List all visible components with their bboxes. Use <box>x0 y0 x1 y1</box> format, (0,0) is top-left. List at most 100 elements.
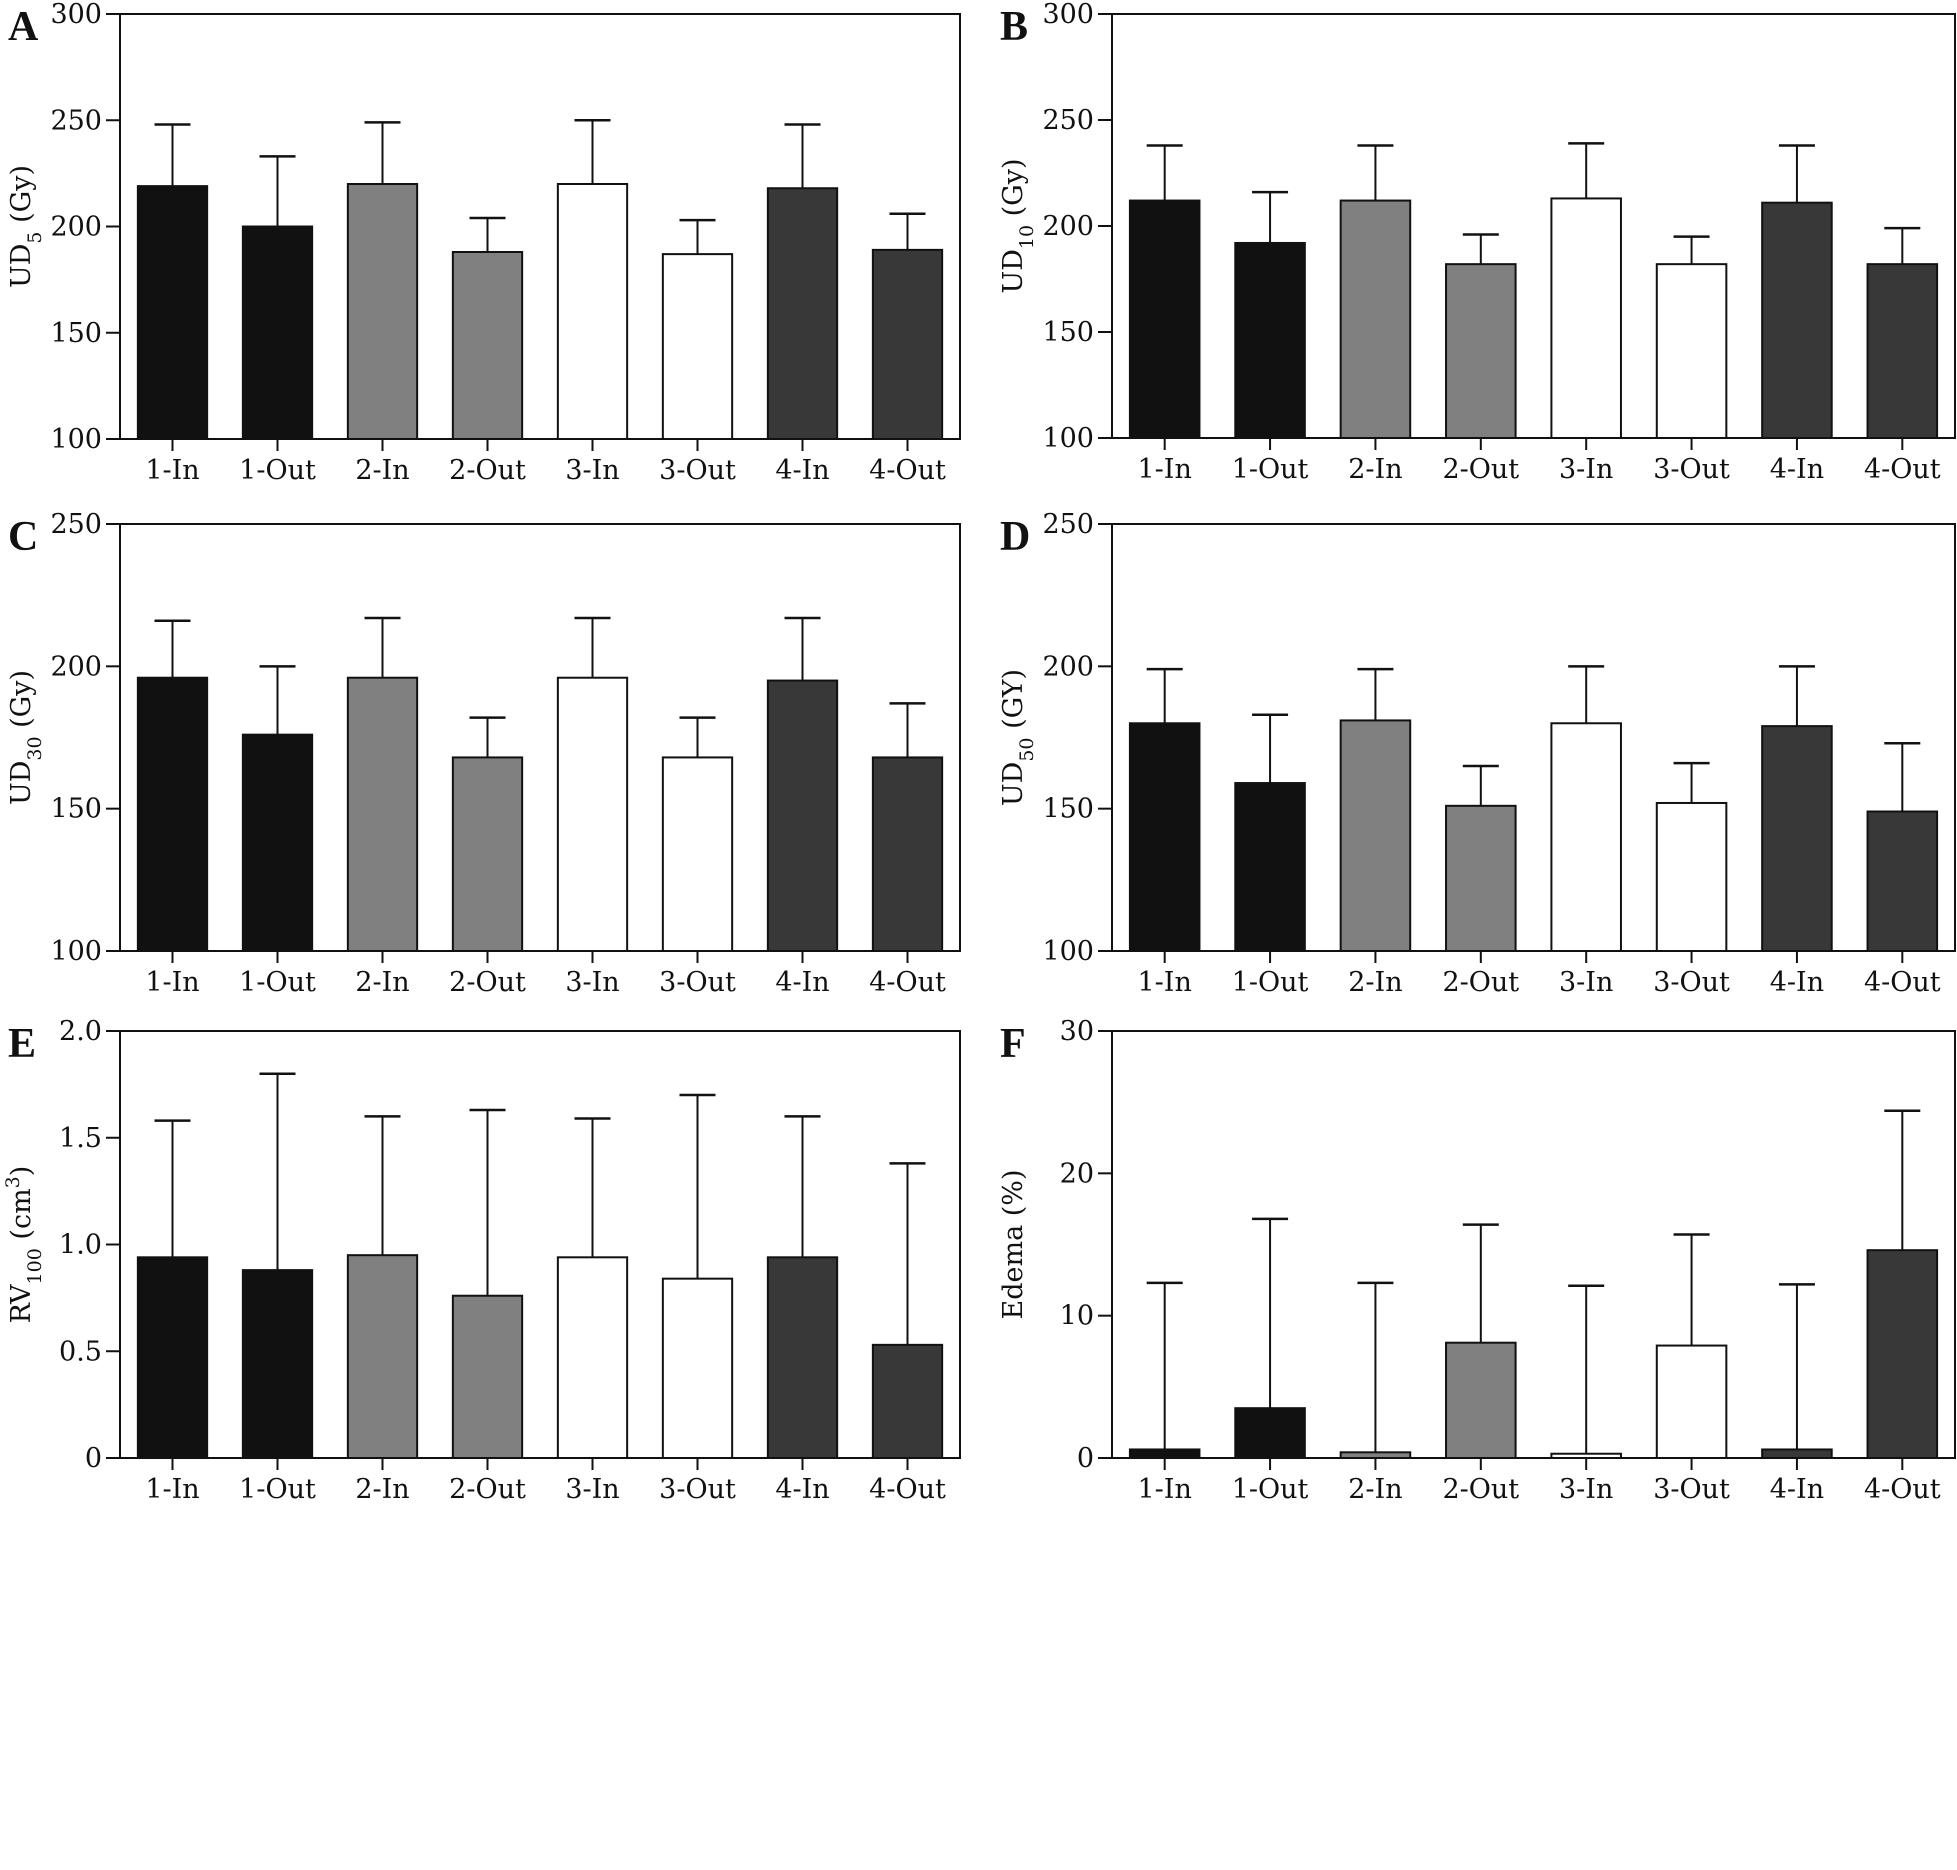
x-tick-label: 1-Out <box>1232 454 1309 485</box>
y-tick-label: 150 <box>50 794 102 825</box>
x-tick-label: 4-In <box>1770 454 1824 485</box>
x-tick-label: 2-Out <box>1442 1474 1519 1505</box>
x-tick-label: 2-Out <box>449 455 526 486</box>
x-tick-label: 1-In <box>145 1474 199 1505</box>
bar-4-out <box>1866 810 1939 952</box>
panel-letter: B <box>1000 4 1028 50</box>
bar-4-in <box>766 1256 839 1460</box>
panel-letter: A <box>8 4 39 50</box>
x-tick-label: 3-Out <box>1653 1474 1730 1505</box>
bar-2-in <box>346 1254 419 1460</box>
y-axis-title: UD10 (Gy) <box>998 158 1038 293</box>
y-axis-title: UD30 (Gy) <box>6 670 46 805</box>
x-tick-label: 3-Out <box>659 1474 736 1505</box>
bar-3-in <box>1550 197 1622 439</box>
bar-4-in <box>1761 725 1833 953</box>
plot-frame <box>1111 523 1956 952</box>
x-tick-label: 2-In <box>355 1474 409 1505</box>
y-axis-title: UD50 (GY) <box>998 669 1038 806</box>
x-tick-label: 3-In <box>1559 454 1613 485</box>
y-tick-label: 250 <box>50 105 102 136</box>
y-tick-label: 250 <box>1042 105 1094 136</box>
x-tick-label: 4-In <box>1770 967 1824 998</box>
x-tick-label: 3-Out <box>659 967 736 998</box>
bar-3-out <box>1655 1344 1728 1459</box>
bar-3-in <box>1550 1452 1622 1459</box>
bar-4-in <box>1761 1448 1833 1459</box>
bar-4-out <box>1866 263 1939 439</box>
x-tick-label: 1-In <box>1138 454 1192 485</box>
x-tick-label: 4-In <box>775 455 829 486</box>
panel-e: E 0 0.5 1.0 1.5 2.0 RV100 (cm3) 1-In 1-Out 2-In 2-… <box>2 1016 961 1505</box>
y-tick-label: 300 <box>1042 0 1094 30</box>
bar-2-in <box>346 676 419 952</box>
x-tick-label: 4-Out <box>869 967 946 998</box>
x-tick-label: 1-Out <box>1232 1474 1309 1505</box>
y-tick-label: 150 <box>1042 794 1094 825</box>
bar-3-out <box>1655 263 1728 439</box>
bar-1-in <box>136 1256 209 1460</box>
bar-4-out <box>871 756 944 953</box>
panel-letter: D <box>1000 514 1030 560</box>
bar-3-in <box>556 1256 629 1460</box>
bar-3-in <box>1550 722 1622 952</box>
y-tick-label: 150 <box>1042 317 1094 348</box>
y-tick-label: 100 <box>1042 423 1094 454</box>
x-tick-label: 2-Out <box>1442 454 1519 485</box>
x-tick-label: 3-In <box>565 1474 619 1505</box>
panel-b: B 100 150 200 250 300 UD10 (Gy) 1-In 1-Out 2-In 2-… <box>998 0 1956 485</box>
plot-frame <box>1111 1030 1956 1459</box>
bar-2-out <box>451 1294 524 1459</box>
panel-letter: C <box>8 514 38 560</box>
x-tick-label: 4-In <box>775 967 829 998</box>
y-tick-label: 200 <box>50 651 102 682</box>
bar-1-out <box>241 225 314 440</box>
panel-a: A 100 150 200 250 300 UD5 (Gy) 1-In 1-Out 2-In 2-O… <box>6 0 961 486</box>
bar-3-out <box>1655 801 1728 952</box>
y-tick-label: 2.0 <box>59 1016 102 1047</box>
y-axis-title: Edema (%) <box>998 1170 1029 1320</box>
x-tick-label: 2-Out <box>449 1474 526 1505</box>
bar-1-out <box>1234 241 1306 439</box>
y-axis-title: RV100 (cm3) <box>2 1166 46 1324</box>
x-tick-label: 2-Out <box>449 967 526 998</box>
bar-2-in <box>346 183 419 440</box>
bar-1-out <box>241 1269 314 1459</box>
x-tick-label: 3-In <box>565 967 619 998</box>
x-tick-label: 4-Out <box>869 455 946 486</box>
bar-1-in <box>1128 199 1201 439</box>
x-tick-label: 4-Out <box>1864 1474 1941 1505</box>
y-tick-label: 0.5 <box>59 1336 102 1367</box>
x-tick-label: 1-Out <box>239 1474 316 1505</box>
bar-2-out <box>1445 804 1517 952</box>
bar-2-out <box>1445 1341 1517 1459</box>
panel-f: F 0 10 20 30 Edema (%) 1-In 1-Out 2-In 2-Out 3-In 3… <box>998 1016 1956 1505</box>
y-tick-label: 200 <box>50 212 102 243</box>
bar-1-in <box>136 185 209 440</box>
bar-1-in <box>136 676 209 952</box>
bar-1-in <box>1128 1448 1201 1459</box>
bar-2-in <box>1339 719 1412 952</box>
panel-letter: F <box>1000 1021 1026 1067</box>
bar-2-out <box>451 756 524 953</box>
x-tick-label: 2-In <box>1348 454 1402 485</box>
panel-d: D 100 150 200 250 UD50 (GY) 1-In 1-Out 2-In 2-Out… <box>998 509 1956 998</box>
bar-3-in <box>556 676 629 952</box>
panel-letter: E <box>8 1021 36 1067</box>
x-tick-label: 3-In <box>1559 1474 1613 1505</box>
x-tick-label: 2-Out <box>1442 967 1519 998</box>
y-tick-label: 1.0 <box>59 1230 102 1261</box>
bar-4-in <box>1761 201 1833 439</box>
y-tick-label: 20 <box>1060 1158 1094 1189</box>
x-tick-label: 1-In <box>145 455 199 486</box>
y-tick-label: 300 <box>50 0 102 30</box>
x-tick-label: 3-Out <box>659 455 736 486</box>
x-tick-label: 3-In <box>1559 967 1613 998</box>
x-tick-label: 3-Out <box>1653 454 1730 485</box>
x-tick-label: 4-Out <box>869 1474 946 1505</box>
y-tick-label: 0 <box>1077 1443 1094 1474</box>
bar-4-in <box>766 187 839 440</box>
x-tick-label: 4-In <box>775 1474 829 1505</box>
x-tick-label: 1-In <box>1138 1474 1192 1505</box>
